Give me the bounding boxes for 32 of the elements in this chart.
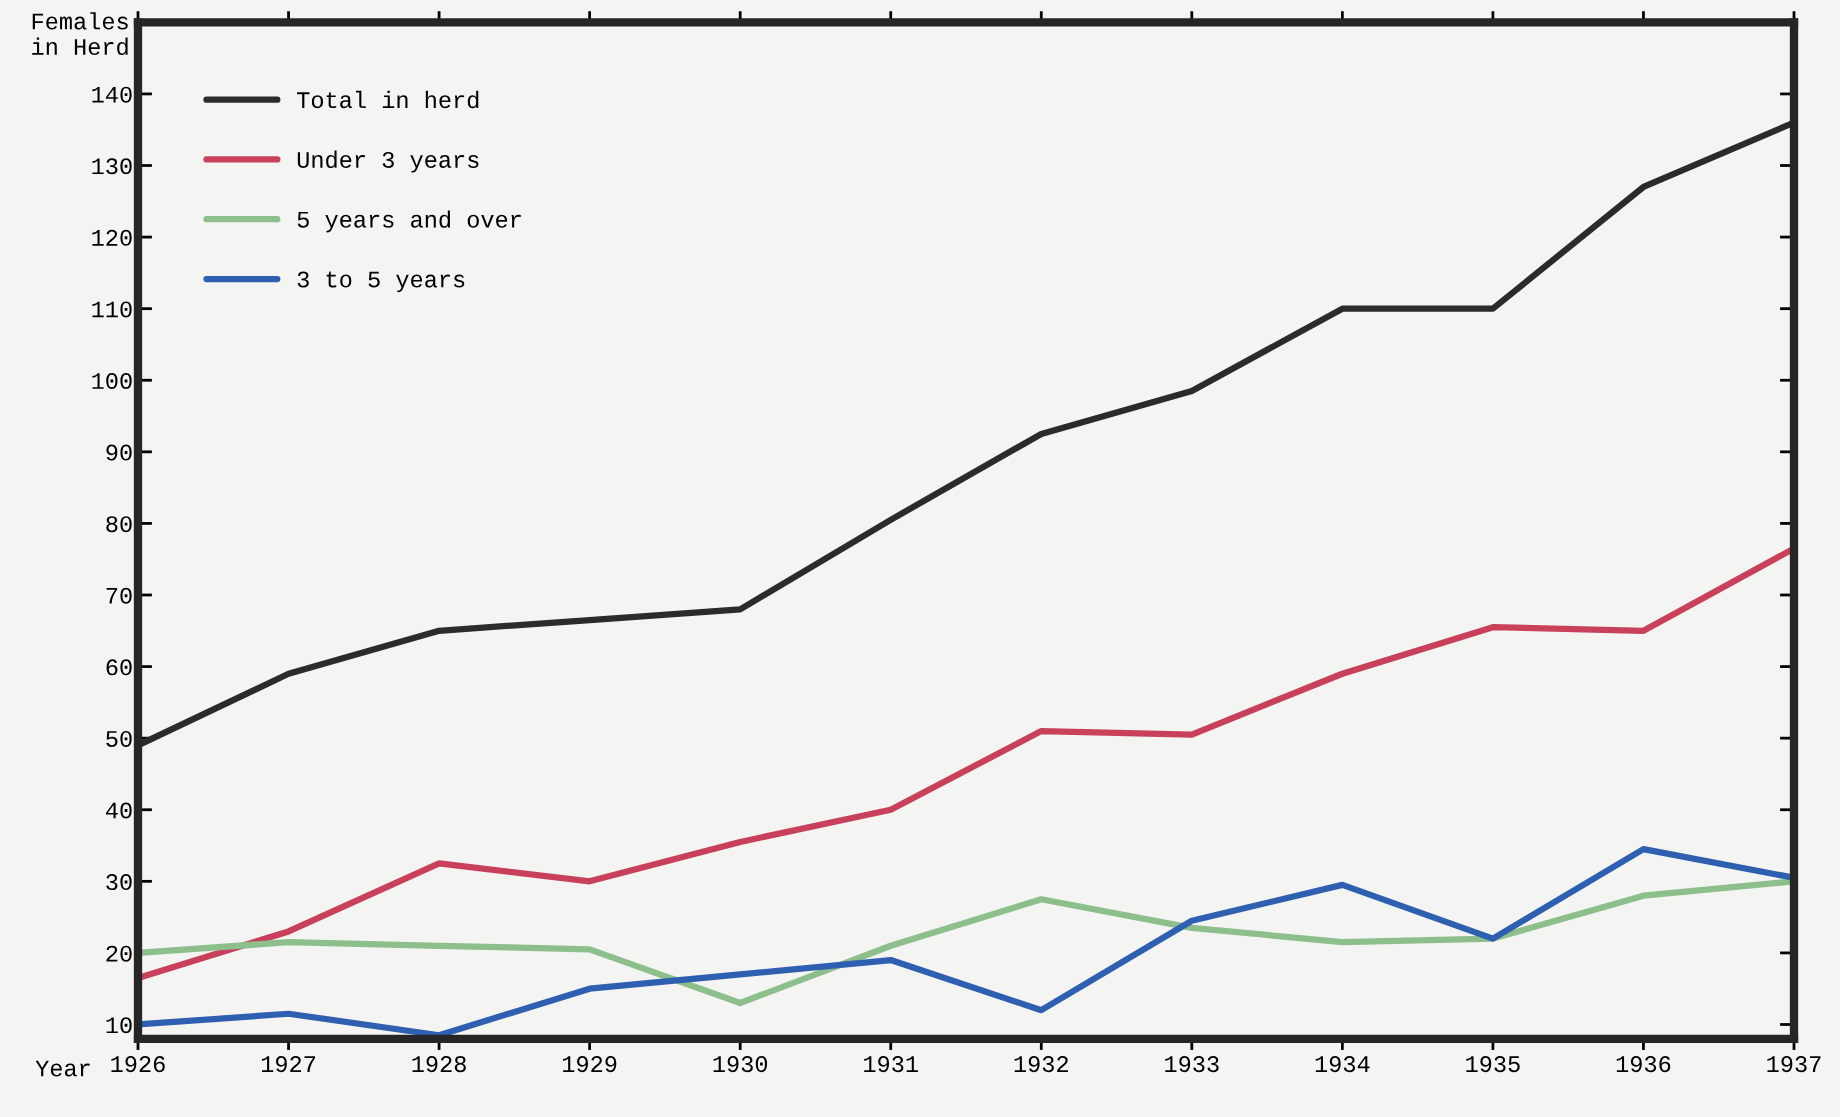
y-tick-label: 30 <box>106 874 132 891</box>
x-tick-label: 1930 <box>713 1056 768 1073</box>
y-tick-label: 60 <box>106 659 132 676</box>
y-tick-label: 80 <box>106 516 132 533</box>
x-tick-label: 1931 <box>864 1056 918 1073</box>
legend-label: Under 3 years <box>297 150 479 173</box>
y-tick-label: 70 <box>106 587 132 604</box>
y-tick-label: 100 <box>92 373 132 390</box>
x-tick-label: 1936 <box>1616 1056 1671 1073</box>
legend-label: 5 years and over <box>297 210 521 233</box>
x-tick-label: 1932 <box>1014 1056 1068 1073</box>
y-tick-label: 110 <box>92 301 132 318</box>
x-tick-label: 1929 <box>563 1056 617 1073</box>
x-tick-label: 1935 <box>1466 1056 1520 1073</box>
x-tick-label: 1926 <box>111 1056 165 1073</box>
y-tick-label: 130 <box>92 158 132 175</box>
y-tick-label: 120 <box>92 229 132 246</box>
y-tick-label: 40 <box>105 802 132 819</box>
x-tick-label: 1937 <box>1767 1056 1821 1073</box>
x-tick-label: 1934 <box>1315 1056 1370 1073</box>
x-axis-title: Year <box>35 1060 90 1077</box>
y-tick-label: 140 <box>92 86 132 103</box>
y-tick-label: 10 <box>106 1017 132 1034</box>
y-tick-label: 90 <box>106 444 132 461</box>
y-tick-label: 50 <box>106 730 132 747</box>
x-tick-label: 1927 <box>261 1056 316 1073</box>
y-axis-title: Females in Herd <box>32 12 128 56</box>
x-tick-label: 1928 <box>412 1056 466 1073</box>
x-tick-label: 1933 <box>1165 1056 1219 1073</box>
legend-label: Total in herd <box>297 90 479 109</box>
y-tick-label: 20 <box>106 945 132 962</box>
legend-label: 3 to 5 years <box>297 271 465 293</box>
